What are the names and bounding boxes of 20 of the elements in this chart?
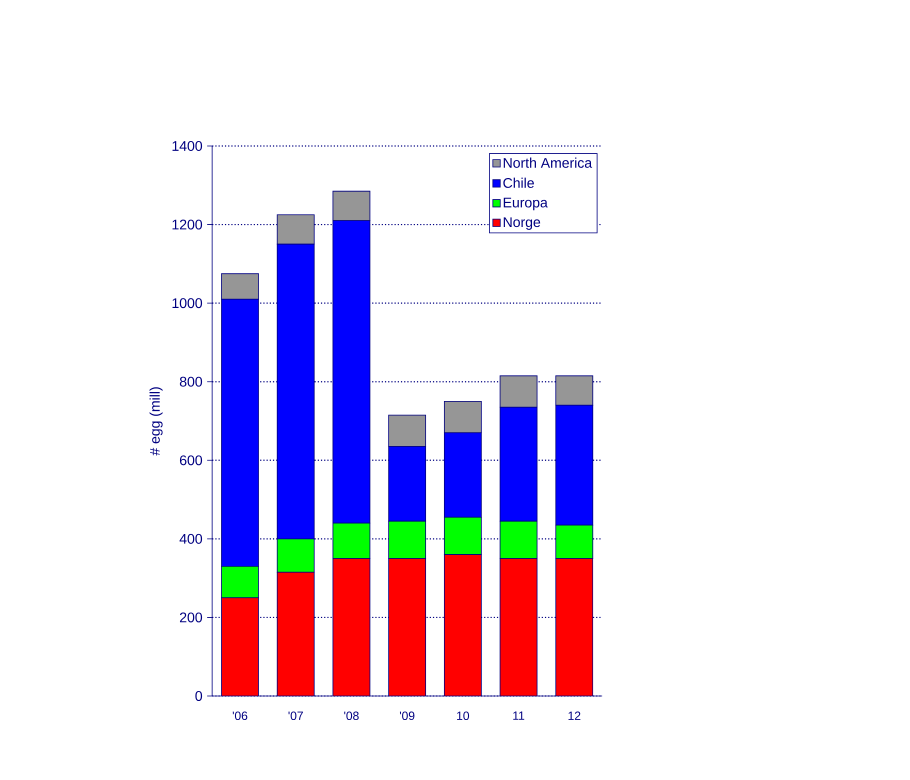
x-tick-label: '09 [400,712,414,720]
x-tick-label: 11 [513,712,524,720]
y-axis-title: # egg (mill) [150,387,163,456]
y-tick-label: 200 [180,612,202,622]
x-tick-label: 12 [568,712,580,720]
y-tick-label: 1400 [172,141,202,151]
y-tick-label: 0 [195,691,202,701]
y-tick-label: 800 [180,376,202,387]
y-tick-label: 1200 [172,220,202,230]
x-tick-label: '07 [288,712,303,720]
y-tick-label: 1000 [172,298,202,308]
legend-label: Chile [503,178,534,188]
legend-label: Europa [504,198,548,210]
legend-label: North America [504,158,592,168]
y-tick-label: 400 [180,534,202,544]
legend-label: Norge [504,217,540,230]
y-tick-label: 600 [180,455,202,466]
x-tick-label: '08 [344,712,359,720]
x-tick-label: 10 [457,712,470,720]
x-tick-label: '06 [232,712,248,720]
